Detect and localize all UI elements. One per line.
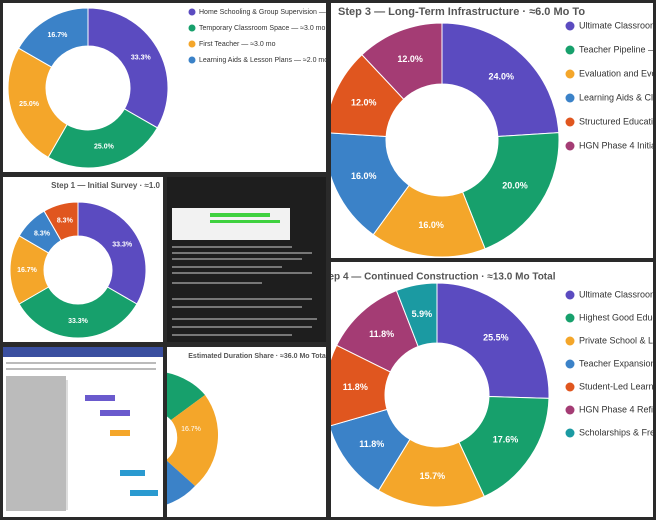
legend-swatch bbox=[188, 40, 196, 48]
donut-segment bbox=[395, 282, 438, 348]
legend-label: Teacher Expansion — bbox=[579, 358, 656, 368]
legend-swatch bbox=[565, 428, 575, 438]
legend-swatch bbox=[565, 313, 575, 323]
data-label: 16.7% bbox=[181, 426, 201, 433]
data-label: 16.7% bbox=[48, 32, 69, 39]
legend-swatch bbox=[565, 117, 575, 127]
data-label: 16.0% bbox=[351, 171, 377, 181]
data-label: 16.0% bbox=[418, 220, 444, 230]
legend-swatch bbox=[565, 141, 575, 151]
data-label: 25.0% bbox=[19, 101, 40, 108]
legend-label: Structured Educati bbox=[579, 116, 653, 126]
donut-segment bbox=[18, 286, 138, 339]
donut-segment bbox=[458, 396, 550, 498]
legend-label: Learning Aids & Cl bbox=[579, 92, 653, 102]
legend-label: First Teacher — ≈3.0 mo bbox=[199, 41, 276, 48]
legend-label: Ultimate Classroom Co bbox=[579, 289, 656, 299]
legend-label: Learning Aids & Lesson Plans — ≈2.0 mo bbox=[199, 57, 328, 64]
legend-label: HGN Phase 4 Refinem bbox=[579, 404, 656, 414]
donut-chart: 33.3% 33.3% 16.7% 8.3% 8.3% Step 1 — Initial … bbox=[9, 181, 161, 339]
chat-panel bbox=[167, 177, 326, 342]
legend-swatch bbox=[565, 336, 575, 346]
data-label: 24.0% bbox=[488, 71, 514, 81]
legend-label: Evaluation and Evo bbox=[579, 68, 656, 78]
data-label: 12.0% bbox=[397, 54, 423, 64]
legend-swatch bbox=[188, 8, 196, 16]
legend-swatch bbox=[565, 21, 575, 31]
donut-segment bbox=[17, 7, 89, 68]
donut-segment bbox=[331, 408, 411, 492]
donut-segment bbox=[331, 132, 410, 236]
donut-segment bbox=[461, 132, 560, 250]
donut-segment bbox=[43, 201, 79, 242]
donut-chart: 33.3% 25.0% 25.0% 16.7% Home Schooling & Gro… bbox=[7, 7, 353, 169]
legend-label: Home Schooling & Group Supervision — ≈4.… bbox=[199, 9, 353, 16]
data-label: 17.6% bbox=[493, 434, 519, 444]
legend-swatch bbox=[565, 45, 575, 55]
chart-title: Step 1 — Initial Survey · ≈1.0 bbox=[51, 181, 160, 190]
fragment-title: Estimated Duration Share · ≈36.0 Mo Tota… bbox=[188, 353, 328, 360]
data-label: 33.3% bbox=[68, 318, 89, 325]
legend-swatch bbox=[565, 93, 575, 103]
legend-swatch bbox=[565, 382, 575, 392]
legend-swatch bbox=[565, 359, 575, 369]
legend-swatch bbox=[188, 24, 196, 32]
data-label: 25.0% bbox=[94, 144, 115, 151]
spreadsheet-panel bbox=[3, 347, 163, 517]
data-label: 11.8% bbox=[369, 329, 394, 339]
legend-label: Ultimate Classroom bbox=[579, 20, 656, 30]
legend-label: Scholarships & Free W bbox=[579, 427, 656, 437]
data-label: 11.8% bbox=[343, 382, 368, 392]
legend-label: Temporary Classroom Space — ≈3.0 mo bbox=[199, 25, 325, 32]
donut-segment bbox=[77, 201, 147, 305]
donut-segment bbox=[87, 7, 169, 129]
data-label: 8.3% bbox=[57, 218, 74, 225]
data-label: 33.3% bbox=[112, 241, 133, 248]
donut-segment bbox=[361, 22, 443, 100]
chart-title: Step 3 — Long-Term Infrastructure · ≈6.0… bbox=[338, 6, 585, 18]
data-label: 16.7% bbox=[17, 267, 38, 274]
donut-segment bbox=[436, 282, 550, 399]
legend-label: HGN Phase 4 Initial bbox=[579, 140, 656, 150]
legend-label: Highest Good Educatio bbox=[579, 312, 656, 322]
legend-swatch bbox=[188, 56, 196, 64]
legend-swatch bbox=[565, 290, 575, 300]
legend-swatch bbox=[565, 69, 575, 79]
data-label: 8.3% bbox=[34, 231, 51, 238]
data-label: 33.3% bbox=[131, 54, 152, 61]
donut-segment bbox=[441, 22, 560, 138]
data-label: 5.9% bbox=[412, 309, 433, 319]
data-label: 12.0% bbox=[351, 98, 377, 108]
legend-label: Student-Led Learning bbox=[579, 381, 656, 391]
data-label: 11.8% bbox=[359, 439, 384, 449]
data-label: 25.5% bbox=[483, 332, 509, 342]
legend-label: Teacher Pipeline — bbox=[579, 44, 656, 54]
legend-swatch bbox=[565, 405, 575, 415]
chart-title: Step 4 — Continued Construction · ≈13.0 … bbox=[319, 272, 556, 283]
donut-chart: 25.5% 17.6% 15.7% 11.8% 11.8% 11.8% 5.9% Step 4… bbox=[319, 272, 656, 508]
duration-panel: Estimated Duration Share · ≈36.0 Mo Tota… bbox=[167, 347, 328, 517]
data-label: 15.7% bbox=[420, 471, 446, 481]
data-label: 20.0% bbox=[502, 181, 528, 191]
legend-label: Private School & Licen bbox=[579, 335, 656, 345]
donut-chart: 24.0% 20.0% 16.0% 16.0% 12.0% 12.0% Step 3 — L… bbox=[331, 6, 656, 258]
